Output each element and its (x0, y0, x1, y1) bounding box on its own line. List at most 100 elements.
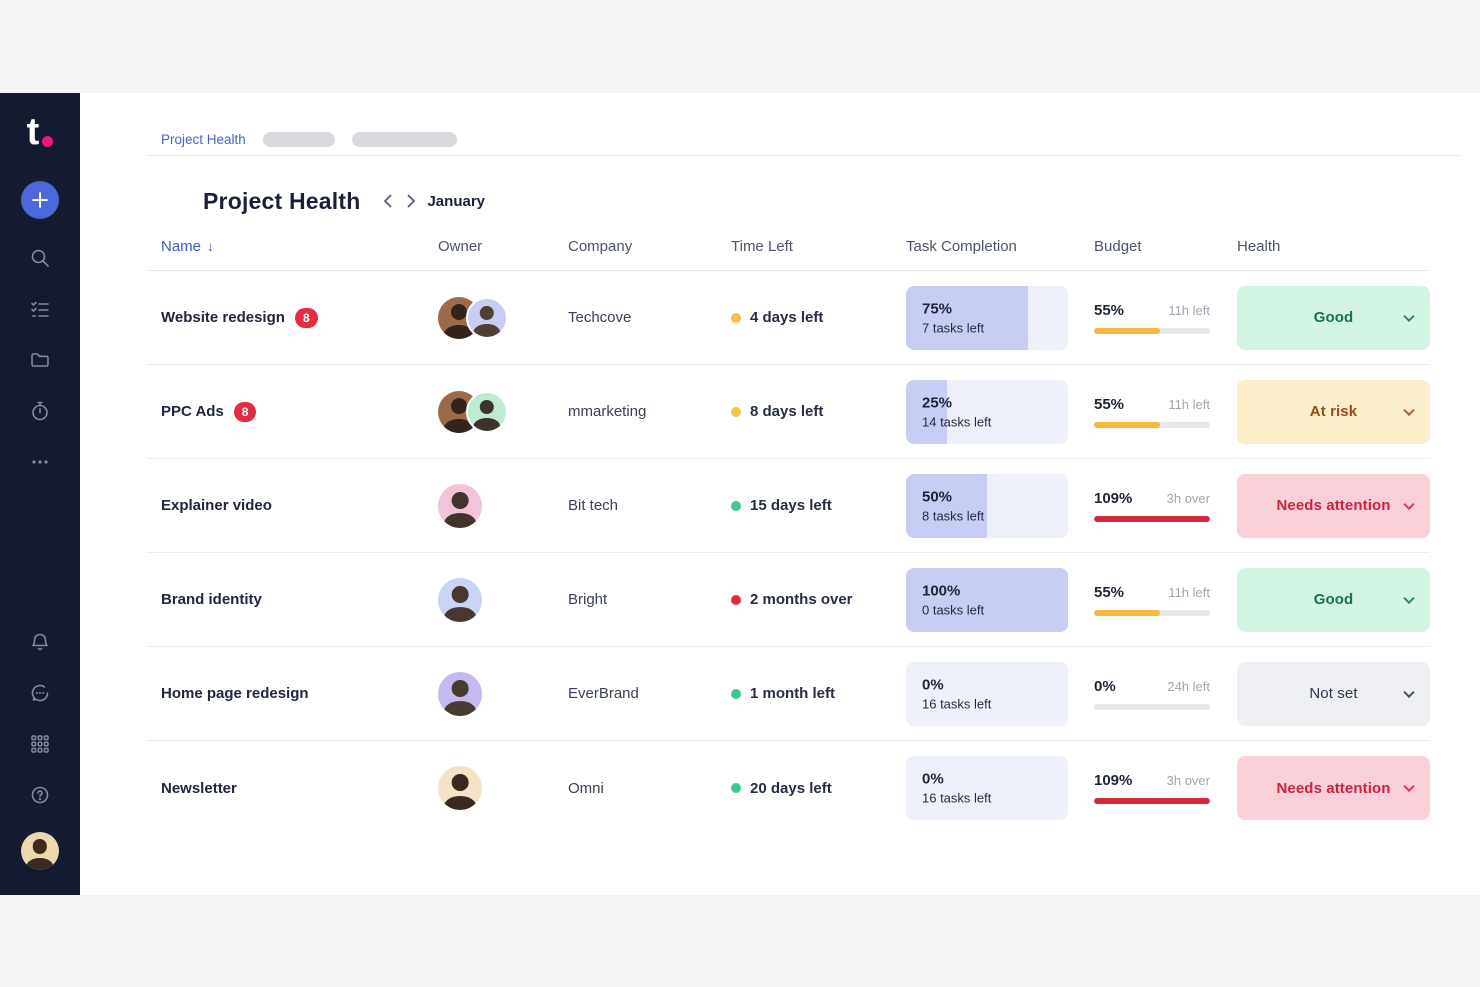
budget-percent: 109% (1094, 489, 1133, 507)
owner-avatar[interactable] (438, 766, 482, 810)
budget-percent: 0% (1094, 677, 1116, 695)
prev-month-button[interactable] (378, 192, 396, 210)
chevron-down-icon (1403, 498, 1415, 510)
time-left-label: 2 months over (750, 591, 853, 608)
search-icon[interactable] (28, 246, 52, 270)
health-dropdown[interactable]: Not set (1237, 661, 1430, 726)
tasks-left-label: 16 tasks left (922, 790, 992, 806)
column-header-name[interactable]: Name ↓ (147, 238, 424, 255)
avatar-head-shape (451, 304, 467, 321)
project-name-link[interactable]: Brand identity (161, 591, 262, 608)
notification-badge: 8 (233, 401, 257, 422)
column-header-budget[interactable]: Budget (1094, 237, 1142, 255)
projects-folder-icon[interactable] (28, 348, 52, 372)
tasks-icon[interactable] (28, 297, 52, 321)
column-header-task-completion[interactable]: Task Completion (906, 237, 1017, 255)
owner-avatar[interactable] (466, 390, 508, 433)
column-header-health[interactable]: Health (1237, 237, 1281, 255)
company-cell: Bit tech (568, 497, 619, 514)
name-cell: Brand identity (147, 591, 424, 608)
budget-bar-track (1094, 798, 1210, 804)
user-avatar[interactable] (21, 832, 59, 870)
budget-percent: 55% (1094, 301, 1125, 319)
completion-text: 100% 0 tasks left (922, 582, 984, 617)
budget-bar-track (1094, 421, 1210, 428)
column-header-company[interactable]: Company (568, 237, 633, 255)
app-window: t (0, 93, 1480, 895)
task-completion-cell: 0% 16 tasks left (892, 661, 1080, 726)
notifications-bell-icon[interactable] (28, 630, 52, 654)
time-left-label: 1 month left (750, 685, 835, 702)
health-dropdown[interactable]: At risk (1237, 379, 1430, 444)
apps-grid-icon[interactable] (28, 732, 52, 756)
company-cell: Omni (568, 779, 604, 797)
chevron-down-icon (1403, 686, 1415, 698)
completion-progress-box: 50% 8 tasks left (906, 473, 1068, 538)
time-tracking-icon[interactable] (28, 399, 52, 423)
name-cell: PPC Ads 8 (147, 401, 424, 422)
budget-bar-fill (1094, 609, 1161, 616)
health-label: Not set (1309, 685, 1358, 702)
project-health-table: Name ↓ Owner Company Time Left Task Compl… (147, 222, 1430, 835)
more-icon[interactable] (28, 450, 52, 474)
owner-cell (424, 390, 554, 433)
owner-avatar[interactable] (438, 671, 482, 716)
company-cell: mmarketing (568, 403, 647, 420)
budget-note: 3h over (1166, 773, 1210, 788)
table-header: Name ↓ Owner Company Time Left Task Compl… (147, 222, 1430, 271)
budget-cell: 55% 11h left (1080, 584, 1223, 616)
budget-widget: 0% 24h left (1094, 678, 1210, 710)
avatar-head-shape (451, 398, 467, 415)
completion-progress-box: 100% 0 tasks left (906, 567, 1068, 632)
next-month-button[interactable] (402, 192, 420, 210)
company-cell: Bright (568, 591, 608, 608)
budget-bar-track (1094, 703, 1210, 710)
completion-percent: 100% (922, 582, 961, 599)
budget-bar-track (1094, 609, 1210, 616)
column-header-owner[interactable]: Owner (438, 237, 483, 255)
project-name-link[interactable]: Home page redesign (161, 685, 309, 702)
task-completion-cell: 100% 0 tasks left (892, 567, 1080, 632)
health-cell: Good (1223, 567, 1430, 632)
budget-bar-fill (1094, 515, 1210, 522)
chevron-right-icon (407, 194, 415, 208)
avatar-body-shape (443, 419, 475, 433)
teamwork-logo[interactable]: t (27, 103, 54, 151)
budget-cell: 109% 3h over (1080, 490, 1223, 522)
table-row: Brand identity Bright 2 months over 100% (147, 553, 1430, 647)
health-dropdown[interactable]: Needs attention (1237, 756, 1430, 820)
logo-letter: t (26, 111, 40, 153)
chat-icon[interactable] (28, 681, 52, 705)
time-left-cell: 2 months over (717, 591, 892, 608)
chevron-down-icon (1403, 404, 1415, 416)
owner-cell (424, 296, 554, 339)
health-dropdown[interactable]: Needs attention (1237, 473, 1430, 538)
task-completion-cell: 0% 16 tasks left (892, 756, 1080, 820)
column-header-time-left[interactable]: Time Left (731, 237, 793, 255)
completion-progress-fill (906, 473, 987, 538)
avatar-body-shape (473, 418, 501, 431)
company-cell: EverBrand (568, 685, 639, 702)
budget-bar-fill (1094, 798, 1210, 804)
help-icon[interactable] (28, 783, 52, 807)
avatar-body-shape (444, 607, 476, 622)
project-name-link[interactable]: Explainer video (161, 497, 272, 514)
budget-note: 24h left (1167, 678, 1210, 694)
health-dropdown[interactable]: Good (1237, 567, 1430, 632)
owner-avatar[interactable] (438, 483, 482, 528)
owner-cell (424, 483, 554, 528)
avatar-body-shape (444, 513, 476, 528)
page-title: Project Health (203, 187, 361, 214)
project-name-link[interactable]: Website redesign (161, 309, 285, 326)
project-name-link[interactable]: PPC Ads (161, 403, 224, 420)
status-dot (731, 783, 741, 793)
health-dropdown[interactable]: Good (1237, 285, 1430, 350)
budget-note: 11h left (1168, 396, 1210, 412)
project-name-link[interactable]: Newsletter (161, 779, 237, 797)
breadcrumb-project-health[interactable]: Project Health (161, 131, 246, 147)
status-dot (731, 312, 741, 323)
owner-avatar[interactable] (466, 296, 508, 339)
owner-avatar[interactable] (438, 577, 482, 622)
add-button[interactable] (21, 181, 59, 219)
health-label: Good (1313, 591, 1354, 608)
